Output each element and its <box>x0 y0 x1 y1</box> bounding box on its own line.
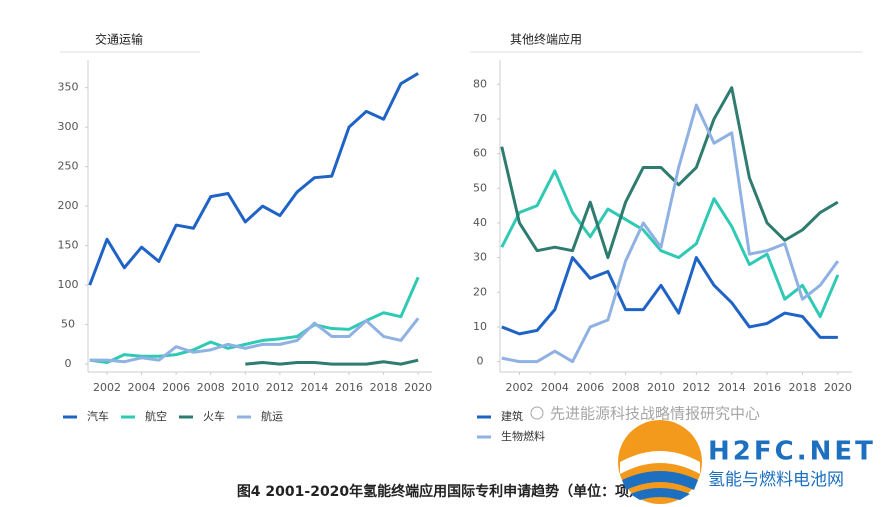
y-tick-label: 100 <box>58 278 79 291</box>
x-tick-label: 2002 <box>505 381 533 394</box>
x-tick-label: 2020 <box>404 381 432 394</box>
chart-title: 交通运输 <box>95 32 143 47</box>
series-line <box>88 72 419 286</box>
chart-title: 其他终端应用 <box>510 32 582 47</box>
x-tick-label: 2020 <box>824 381 852 394</box>
x-tick-label: 2006 <box>576 381 604 394</box>
y-tick-label: 350 <box>58 81 79 94</box>
y-tick-label: 0 <box>477 355 484 368</box>
legend-label: 生物燃料 <box>501 429 545 443</box>
y-tick-label: 300 <box>58 120 79 133</box>
logo-wave <box>620 451 700 474</box>
logo: H2FC.NET 氢能与燃料电池网 <box>618 420 876 504</box>
legend-label: 汽车 <box>87 409 109 423</box>
x-tick-label: 2012 <box>266 381 294 394</box>
x-tick-label: 2006 <box>162 381 190 394</box>
y-tick-label: 50 <box>61 318 75 331</box>
series-line <box>89 317 420 364</box>
logo-subtext: 氢能与燃料电池网 <box>708 470 844 490</box>
logo-text: H2FC.NET <box>708 437 876 467</box>
y-tick-label: 150 <box>58 239 79 252</box>
legend-label: 航运 <box>261 409 283 423</box>
y-tick-label: 50 <box>473 181 487 194</box>
series-line <box>501 103 840 364</box>
x-tick-label: 2008 <box>197 381 225 394</box>
y-tick-label: 200 <box>58 199 79 212</box>
x-tick-label: 2014 <box>718 381 746 394</box>
x-tick-label: 2018 <box>370 381 398 394</box>
series-line <box>500 86 839 260</box>
y-tick-label: 70 <box>473 112 487 125</box>
y-tick-label: 60 <box>473 147 487 160</box>
watermark: 先进能源科技战略情报研究中心 <box>530 405 760 423</box>
x-tick-label: 2004 <box>541 381 569 394</box>
x-tick-label: 2004 <box>128 381 156 394</box>
series-line <box>501 256 838 339</box>
y-tick-label: 20 <box>473 285 487 298</box>
logo-wave <box>622 471 698 490</box>
x-tick-label: 2016 <box>753 381 781 394</box>
x-tick-label: 2002 <box>93 381 121 394</box>
y-tick-label: 250 <box>58 160 79 173</box>
y-tick-label: 10 <box>473 320 487 333</box>
x-tick-label: 2018 <box>788 381 816 394</box>
y-tick-label: 30 <box>473 251 487 264</box>
legend-label: 火车 <box>203 409 225 423</box>
x-tick-label: 2010 <box>231 381 259 394</box>
y-tick-label: 40 <box>473 216 487 229</box>
x-tick-label: 2008 <box>612 381 640 394</box>
series-line <box>245 358 419 366</box>
x-tick-label: 2010 <box>647 381 675 394</box>
y-tick-label: 80 <box>473 77 487 90</box>
y-tick-label: 0 <box>65 357 72 370</box>
x-tick-label: 2012 <box>682 381 710 394</box>
watermark-text: 先进能源科技战略情报研究中心 <box>550 405 760 423</box>
logo-wave <box>630 488 690 500</box>
legend-label: 建筑 <box>501 409 523 423</box>
x-tick-label: 2014 <box>300 381 328 394</box>
x-tick-label: 2016 <box>335 381 363 394</box>
caption: 图4 2001-2020年氢能终端应用国际专利申请趋势（单位：项） <box>237 483 643 500</box>
watermark-icon <box>530 406 544 420</box>
series-line <box>500 169 840 319</box>
legend-label: 航空 <box>145 409 167 423</box>
